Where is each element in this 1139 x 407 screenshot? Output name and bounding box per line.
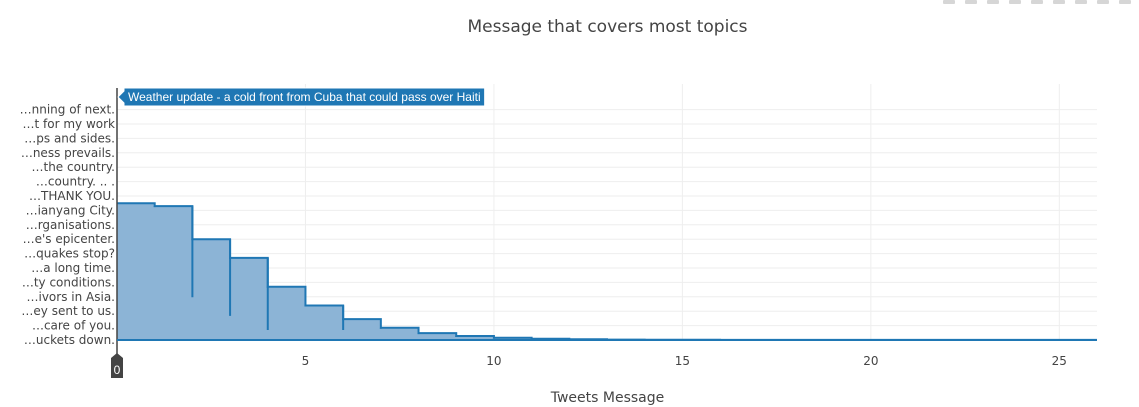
zoom-icon[interactable] xyxy=(965,0,977,4)
camera-icon[interactable] xyxy=(943,0,955,4)
y-tick-label: …quakes stop? xyxy=(24,247,115,261)
hover-icon[interactable] xyxy=(1097,0,1109,4)
series-area xyxy=(117,203,1097,340)
x-tick-label: 5 xyxy=(302,354,310,368)
x-tick-label: 15 xyxy=(675,354,690,368)
pan-icon[interactable] xyxy=(987,0,999,4)
reset-icon[interactable] xyxy=(1075,0,1087,4)
y-tick-label: …rganisations. xyxy=(26,218,115,232)
x-tick-label: 20 xyxy=(863,354,878,368)
hover-tooltip xyxy=(117,87,486,107)
y-tick-label: …nning of next. xyxy=(20,103,115,117)
y-tick-label: …country. .. . xyxy=(36,175,115,189)
y-tick-label: …ness prevails. xyxy=(21,146,115,160)
chart-title: Message that covers most topics xyxy=(467,17,748,37)
y-tick-label: …ivors in Asia. xyxy=(27,290,116,304)
y-tick-label: …ey sent to us. xyxy=(21,304,115,318)
y-tick-label: …ps and sides. xyxy=(24,131,115,145)
cursor-badge xyxy=(111,353,123,378)
x-tick-label: 25 xyxy=(1052,354,1067,368)
y-tick-label: …care of you. xyxy=(32,319,115,333)
y-tick-label: …t for my work xyxy=(23,117,116,131)
hover-tooltip-text: Weather update - a cold front from Cuba … xyxy=(128,90,481,104)
x-tick-label: 10 xyxy=(486,354,501,368)
y-tick-label: …ty conditions. xyxy=(22,275,115,289)
compare-icon[interactable] xyxy=(1119,0,1131,4)
zoom-out-icon[interactable] xyxy=(1031,0,1043,4)
y-tick-label: …a long time. xyxy=(31,261,115,275)
y-tick-label: …uckets down. xyxy=(24,333,115,347)
x-axis-label: Tweets Message xyxy=(550,390,665,406)
zoom-in-icon[interactable] xyxy=(1009,0,1021,4)
modebar xyxy=(943,0,1131,6)
y-tick-label: …e's epicenter. xyxy=(23,232,115,246)
y-tick-label: …the country. xyxy=(31,160,115,174)
cursor-badge-label: 0 xyxy=(114,363,121,377)
y-tick-label: …ianyang City. xyxy=(26,203,115,217)
y-tick-label: …THANK YOU. xyxy=(29,189,115,203)
autoscale-icon[interactable] xyxy=(1053,0,1065,4)
